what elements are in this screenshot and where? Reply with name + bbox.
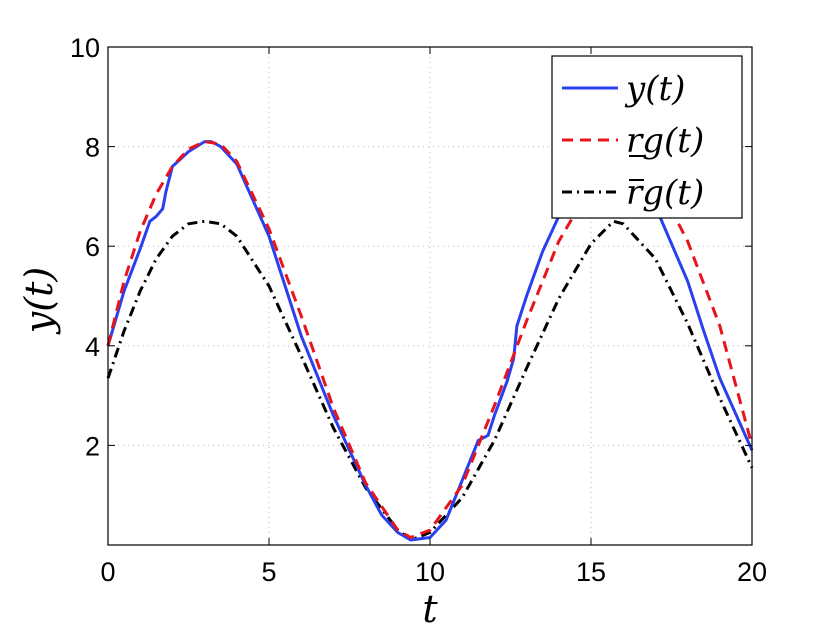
y-tick-label: 2 bbox=[85, 431, 100, 461]
y-tick-label: 8 bbox=[85, 133, 100, 163]
x-tick-label: 20 bbox=[737, 557, 767, 587]
series-lines bbox=[106, 140, 754, 542]
y-tick-label: 10 bbox=[70, 33, 100, 63]
axis-tick-labels: 0 5 10 15 20 2 4 6 8 10 bbox=[70, 33, 767, 587]
legend: y(t)rg(t)rg(t) bbox=[551, 55, 743, 219]
series-line-0 bbox=[106, 140, 754, 542]
axis-ticks bbox=[107, 46, 753, 545]
y-tick-label: 4 bbox=[85, 332, 100, 362]
x-tick-label: 15 bbox=[576, 557, 606, 587]
x-tick-label: 10 bbox=[415, 557, 445, 587]
legend-label-1: rg(t) bbox=[626, 121, 704, 161]
series-line-1 bbox=[106, 140, 754, 539]
y-axis-label: y(t) bbox=[17, 267, 61, 335]
x-axis-label: t bbox=[422, 587, 438, 625]
legend-entries: y(t)rg(t)rg(t) bbox=[562, 69, 704, 213]
x-tick-label: 0 bbox=[100, 557, 115, 587]
legend-box bbox=[551, 55, 743, 219]
legend-label-0: y(t) bbox=[624, 69, 685, 109]
y-tick-label: 6 bbox=[85, 232, 100, 262]
x-tick-label: 5 bbox=[261, 557, 276, 587]
grid-lines bbox=[108, 47, 752, 545]
